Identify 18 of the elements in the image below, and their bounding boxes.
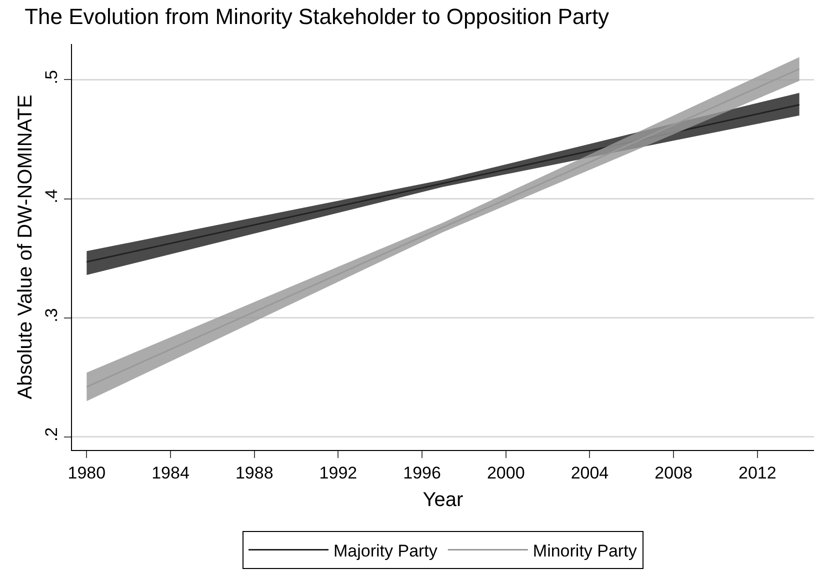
legend-label: Majority Party — [334, 541, 438, 560]
y-tick-label: .5 — [42, 70, 62, 84]
x-tick-label: 1996 — [403, 463, 441, 482]
legend-label: Minority Party — [532, 541, 638, 560]
x-tick-label: 1992 — [319, 463, 358, 482]
x-tick-label: 2008 — [654, 463, 692, 482]
x-axis-title: Year — [422, 488, 464, 511]
x-tick-label: 1980 — [68, 463, 106, 482]
x-tick-label: 2000 — [486, 463, 525, 482]
y-axis-title: Absolute Value of DW-NOMINATE — [14, 94, 37, 400]
y-tick-label: .4 — [42, 189, 62, 204]
x-tick-label: 1988 — [235, 463, 274, 482]
x-tick-label: 2012 — [738, 463, 776, 482]
chart-title: The Evolution from Minority Stakeholder to Opposition Party — [24, 4, 610, 30]
y-tick-label: .2 — [42, 427, 62, 442]
x-tick-label: 2004 — [570, 463, 609, 482]
x-tick-label: 1984 — [152, 463, 190, 482]
y-tick-label: .3 — [42, 308, 62, 322]
